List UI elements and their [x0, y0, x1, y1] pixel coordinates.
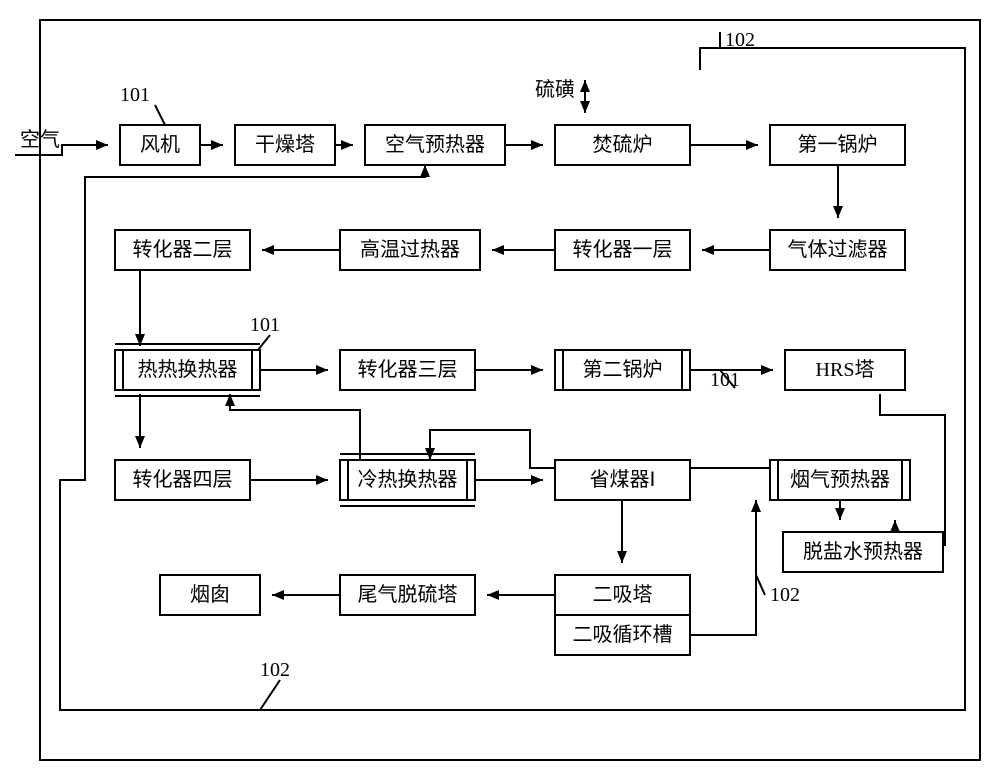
node-superheat: 高温过热器	[340, 230, 480, 270]
node-hhex: 热热换热器	[115, 344, 260, 396]
node-label-furnace: 焚硫炉	[593, 133, 653, 156]
node-conv2: 转化器二层	[115, 230, 250, 270]
node-hrs: HRS塔	[785, 350, 905, 390]
node-flue_pre: 烟气预热器	[770, 460, 910, 500]
annot-a101c: 101	[710, 369, 740, 391]
node-loop2: 二吸循环槽	[555, 615, 690, 655]
node-label-hhex: 热热换热器	[138, 358, 238, 381]
node-desalt: 脱盐水预热器	[783, 532, 943, 572]
node-conv1: 转化器一层	[555, 230, 690, 270]
flowchart-canvas: 空气 风机 干燥塔 空气预热器 硫磺焚硫炉 第一锅炉气体过滤器 转化器一层 高温过热器 转化器二…	[0, 0, 1000, 784]
node-air_pre: 空气预热器	[365, 125, 505, 165]
node-label-desulf: 尾气脱硫塔	[358, 583, 458, 606]
annot-a101a: 101	[120, 84, 150, 106]
annot-a102a: 102	[725, 29, 755, 51]
node-label-conv2: 转化器二层	[133, 238, 233, 261]
node-label-abs2: 二吸塔	[593, 583, 653, 606]
node-gas_filter: 气体过滤器	[770, 230, 905, 270]
node-label-boiler1: 第一锅炉	[798, 133, 878, 156]
node-label-air_pre: 空气预热器	[385, 133, 485, 156]
node-label-chex: 冷热换热器	[358, 468, 458, 491]
node-label-loop2: 二吸循环槽	[573, 623, 673, 646]
node-furnace: 焚硫炉	[555, 125, 690, 165]
node-boiler2: 第二锅炉	[555, 350, 690, 390]
node-label-gas_filter: 气体过滤器	[788, 238, 888, 261]
node-fan: 风机	[120, 125, 200, 165]
node-econ: 省煤器Ⅰ	[555, 460, 690, 500]
node-label-conv3: 转化器三层	[358, 358, 458, 381]
node-desulf: 尾气脱硫塔	[340, 575, 475, 615]
node-label-superheat: 高温过热器	[360, 238, 460, 261]
node-label-dry: 干燥塔	[255, 133, 315, 156]
node-abs2: 二吸塔	[555, 575, 690, 615]
node-label-boiler2: 第二锅炉	[583, 358, 663, 381]
label-sulfur_lbl: 硫磺	[535, 78, 575, 101]
node-boiler1: 第一锅炉	[770, 125, 905, 165]
node-label-fan: 风机	[140, 133, 180, 156]
node-conv3: 转化器三层	[340, 350, 475, 390]
node-chex: 冷热换热器	[340, 454, 475, 506]
node-label-conv4: 转化器四层	[133, 468, 233, 491]
node-label-hrs: HRS塔	[816, 358, 875, 381]
node-label-desalt: 脱盐水预热器	[803, 540, 923, 563]
node-label-flue_pre: 烟气预热器	[790, 468, 890, 491]
node-label-conv1: 转化器一层	[573, 238, 673, 261]
node-label-chimney: 烟囱	[190, 583, 230, 606]
annot-a102b: 102	[770, 584, 800, 606]
annot-a101b: 101	[250, 314, 280, 336]
label-air_label: 空气	[20, 128, 60, 151]
node-chimney: 烟囱	[160, 575, 260, 615]
node-label-econ: 省煤器Ⅰ	[590, 468, 656, 491]
annot-a102c: 102	[260, 659, 290, 681]
node-dry: 干燥塔	[235, 125, 335, 165]
node-conv4: 转化器四层	[115, 460, 250, 500]
